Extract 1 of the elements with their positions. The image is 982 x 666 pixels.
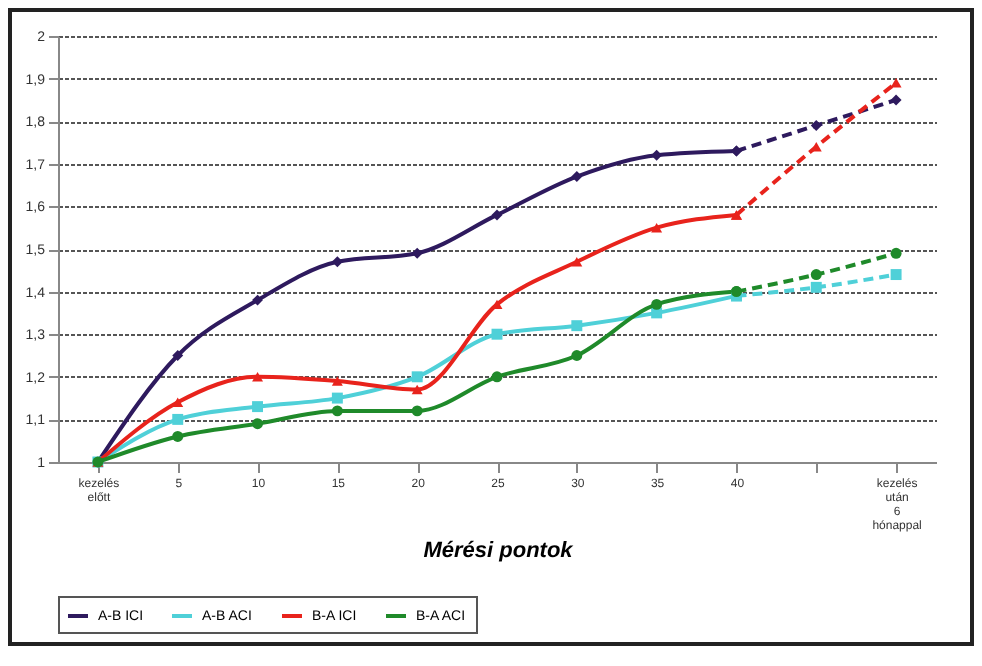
x-axis-title: Mérési pontok — [423, 539, 575, 563]
